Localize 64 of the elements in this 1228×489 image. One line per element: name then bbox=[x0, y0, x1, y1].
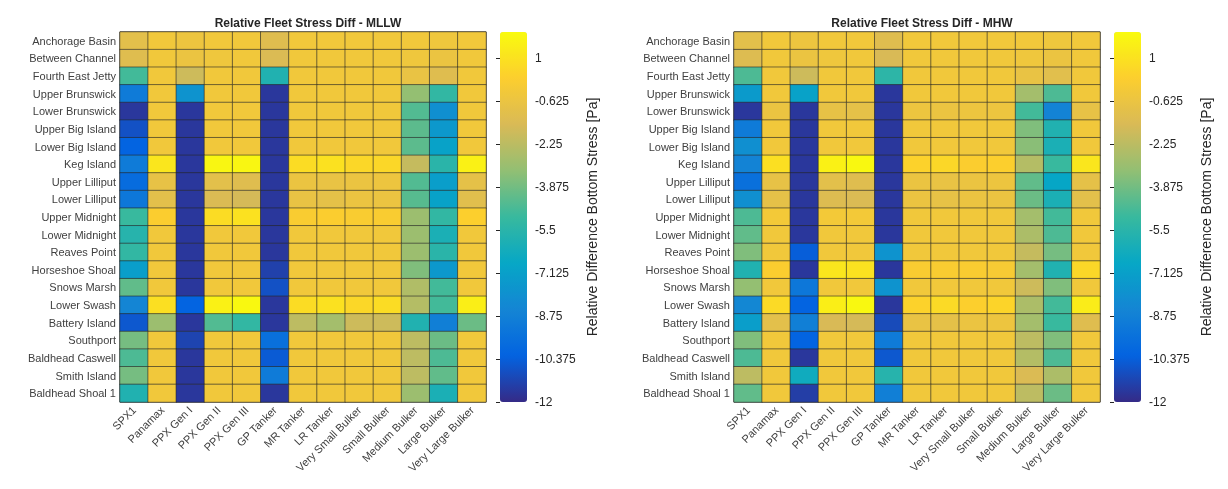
color-bar-label: -2.25 bbox=[535, 137, 563, 152]
y-tick-label: Battery Island bbox=[48, 316, 116, 329]
y-tick-label: Upper Big Island bbox=[34, 122, 116, 135]
y-tick-label: Baldhead Caswell bbox=[27, 351, 116, 364]
color-bar-label: -3.875 bbox=[535, 180, 570, 195]
color-bar-label: -0.625 bbox=[1149, 94, 1184, 109]
y-tick-label: Snows Marsh bbox=[663, 281, 730, 294]
y-tick-label: Fourth East Jetty bbox=[32, 70, 117, 83]
y-tick-label: Lower Lilliput bbox=[665, 193, 730, 206]
y-tick-label: Southport bbox=[68, 334, 116, 347]
y-tick-label: Upper Lilliput bbox=[51, 175, 116, 188]
chart-title: Relative Fleet Stress Diff - MLLW bbox=[214, 16, 403, 30]
y-tick-label: Upper Big Island bbox=[648, 122, 730, 135]
y-tick-label: Lower Lilliput bbox=[51, 193, 116, 206]
y-tick-label: Upper Midnight bbox=[655, 211, 730, 223]
color-bar-label: -8.75 bbox=[535, 309, 563, 324]
color-bar-label: -12 bbox=[1149, 395, 1167, 409]
y-tick-label: Lower Midnight bbox=[41, 228, 116, 241]
y-tick-label: Fourth East Jetty bbox=[646, 70, 731, 83]
y-tick-label: Horseshoe Shoal bbox=[31, 263, 116, 276]
y-tick-label: Snows Marsh bbox=[49, 281, 116, 294]
color-bar-label: -5.5 bbox=[535, 223, 556, 238]
y-tick-label: Baldhead Shoal 1 bbox=[643, 387, 730, 400]
y-tick-label: Upper Brunswick bbox=[646, 87, 731, 100]
color-bar-label: -7.125 bbox=[1149, 266, 1184, 281]
y-tick-label: Keg Island bbox=[678, 158, 730, 171]
y-tick-label: Upper Midnight bbox=[41, 211, 116, 223]
y-tick-label: Smith Island bbox=[669, 369, 730, 382]
y-tick-label: Anchorage Basin bbox=[32, 34, 116, 47]
color-bar-label: -8.75 bbox=[1149, 309, 1177, 324]
color-bar-title: Relative Difference Bottom Stress [Pa] bbox=[584, 97, 600, 337]
y-tick-label: Baldhead Caswell bbox=[641, 351, 730, 364]
y-tick-label: Between Channel bbox=[643, 52, 730, 65]
y-tick-label: Lower Swash bbox=[49, 299, 116, 312]
color-bar-label: -7.125 bbox=[535, 266, 570, 281]
color-bar-label: 1 bbox=[1149, 51, 1156, 66]
y-tick-label: Lower Big Island bbox=[648, 140, 730, 153]
color-bar-label: -12 bbox=[535, 395, 553, 409]
y-tick-label: Smith Island bbox=[55, 369, 116, 382]
color-bar-label: -5.5 bbox=[1149, 223, 1170, 238]
y-tick-label: Lower Swash bbox=[663, 299, 730, 312]
y-tick-label: Between Channel bbox=[29, 52, 116, 65]
color-bar-label: -2.25 bbox=[1149, 137, 1177, 152]
color-bar-label: -3.875 bbox=[1149, 180, 1184, 195]
y-tick-label: Baldhead Shoal 1 bbox=[29, 387, 116, 400]
y-tick-label: Lower Brunswick bbox=[32, 105, 117, 118]
color-bar-label: -0.625 bbox=[535, 94, 570, 109]
y-tick-label: Horseshoe Shoal bbox=[645, 263, 730, 276]
color-bar-label: -10.375 bbox=[1149, 352, 1191, 367]
y-tick-label: Reaves Point bbox=[664, 246, 730, 259]
color-bar-title: Relative Difference Bottom Stress [Pa] bbox=[1198, 97, 1214, 337]
y-tick-label: Keg Island bbox=[64, 158, 116, 171]
y-tick-label: Anchorage Basin bbox=[646, 34, 730, 47]
y-tick-label: Lower Brunswick bbox=[646, 105, 731, 118]
y-tick-label: Upper Lilliput bbox=[665, 175, 730, 188]
y-tick-label: Southport bbox=[682, 334, 730, 347]
y-tick-label: Battery Island bbox=[662, 316, 730, 329]
y-tick-label: Upper Brunswick bbox=[32, 87, 117, 100]
color-bar-label: 1 bbox=[535, 51, 542, 66]
y-tick-label: Lower Midnight bbox=[655, 228, 730, 241]
color-bar-label: -10.375 bbox=[535, 352, 577, 367]
y-tick-label: Reaves Point bbox=[50, 246, 116, 259]
y-tick-label: Lower Big Island bbox=[34, 140, 116, 153]
chart-title: Relative Fleet Stress Diff - MHW bbox=[831, 16, 1014, 30]
